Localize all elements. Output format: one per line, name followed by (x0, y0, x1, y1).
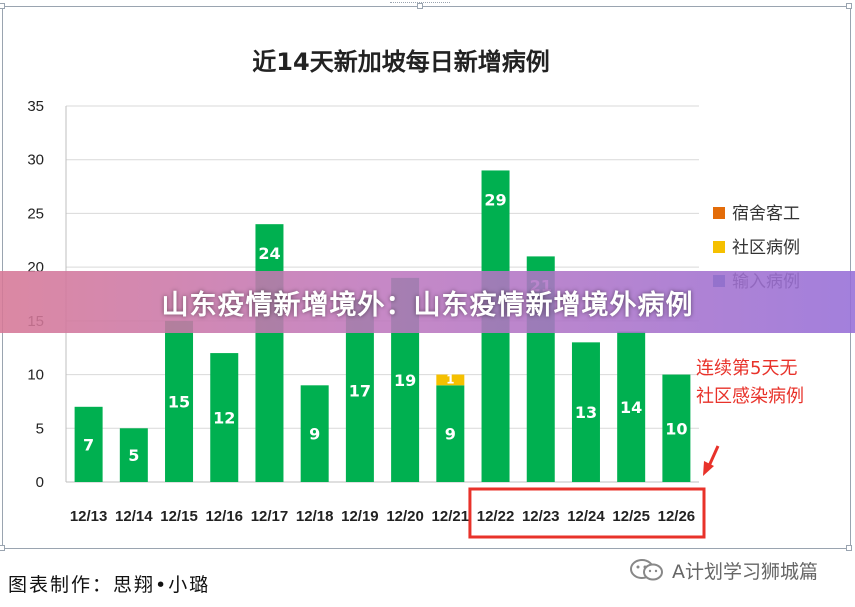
x-tick-label: 12/26 (658, 508, 696, 525)
x-tick-label: 12/16 (205, 508, 243, 525)
x-axis-ticks: 12/13 12/14 12/15 12/16 12/17 12/18 12/19 12/20… (70, 508, 695, 525)
annotation-line1: 连续第5天无 (696, 358, 797, 379)
bar (255, 224, 284, 482)
bar-label: 13 (575, 403, 597, 422)
y-tick-label: 30 (27, 152, 44, 169)
banner-text: 山东疫情新增境外：山东疫情新增境外病例 (161, 289, 694, 321)
bar-label: 9 (445, 425, 456, 444)
bar-label: 10 (665, 419, 687, 438)
bar-label: 15 (168, 392, 190, 411)
resize-handle-bl[interactable] (0, 545, 5, 551)
bar (571, 342, 600, 482)
y-tick-label: 10 (27, 367, 44, 384)
selection-edge (390, 2, 450, 9)
credit-text: 图表制作：思翔•小璐 (8, 574, 211, 596)
x-tick-label: 12/18 (296, 508, 334, 525)
watermark: A计划学习狮城篇 (628, 556, 818, 584)
legend-label: 社区病例 (732, 238, 800, 258)
bar (74, 406, 103, 482)
x-tick-label: 12/13 (70, 508, 108, 525)
x-tick-label: 12/22 (477, 508, 515, 525)
bar-label: 9 (309, 425, 320, 444)
watermark-text: A计划学习狮城篇 (672, 560, 818, 583)
resize-handle-tl[interactable] (0, 3, 5, 9)
bar (119, 428, 148, 482)
bar-label: 14 (620, 398, 642, 417)
x-tick-label: 12/21 (432, 508, 470, 525)
x-tick-label: 12/24 (567, 508, 605, 525)
bar-label: 7 (83, 435, 94, 454)
bar-label: 19 (394, 371, 416, 390)
bar-label: 5 (128, 446, 139, 465)
wechat-icon (628, 558, 666, 582)
y-tick-label: 35 (27, 98, 44, 115)
bar (617, 331, 646, 482)
bar-community-label: 1 (446, 373, 454, 387)
x-tick-label: 12/23 (522, 508, 560, 525)
bar (210, 353, 239, 482)
bar-label: 24 (258, 244, 280, 263)
resize-handle-top[interactable] (417, 3, 423, 9)
legend-swatch (713, 207, 725, 219)
y-tick-label: 25 (27, 205, 44, 222)
y-tick-label: 0 (36, 474, 44, 491)
y-tick-label: 5 (36, 420, 44, 437)
chart-title: 近14天新加坡每日新增病例 (252, 48, 549, 76)
resize-handle-br[interactable] (846, 545, 852, 551)
bar (662, 374, 691, 482)
resize-handle-tr[interactable] (846, 3, 852, 9)
x-tick-label: 12/17 (251, 508, 289, 525)
x-tick-label: 12/15 (160, 508, 198, 525)
legend-swatch (713, 241, 725, 253)
x-tick-label: 12/19 (341, 508, 379, 525)
annotation-arrow (703, 445, 720, 476)
x-tick-label: 12/14 (115, 508, 153, 525)
bar-community (436, 374, 465, 386)
legend-label: 宿舍客工 (732, 204, 800, 224)
bar (300, 385, 329, 482)
x-tick-label: 12/20 (386, 508, 424, 525)
x-tick-label: 12/25 (612, 508, 650, 525)
title-banner: 山东疫情新增境外：山东疫情新增境外病例 (0, 271, 855, 333)
bar-label: 17 (349, 382, 371, 401)
bar (436, 385, 465, 482)
bar-label: 12 (213, 409, 235, 428)
annotation-line2: 社区感染病例 (696, 386, 804, 407)
bar (165, 320, 194, 482)
highlight-box (468, 487, 706, 539)
bar-label: 29 (484, 190, 506, 209)
